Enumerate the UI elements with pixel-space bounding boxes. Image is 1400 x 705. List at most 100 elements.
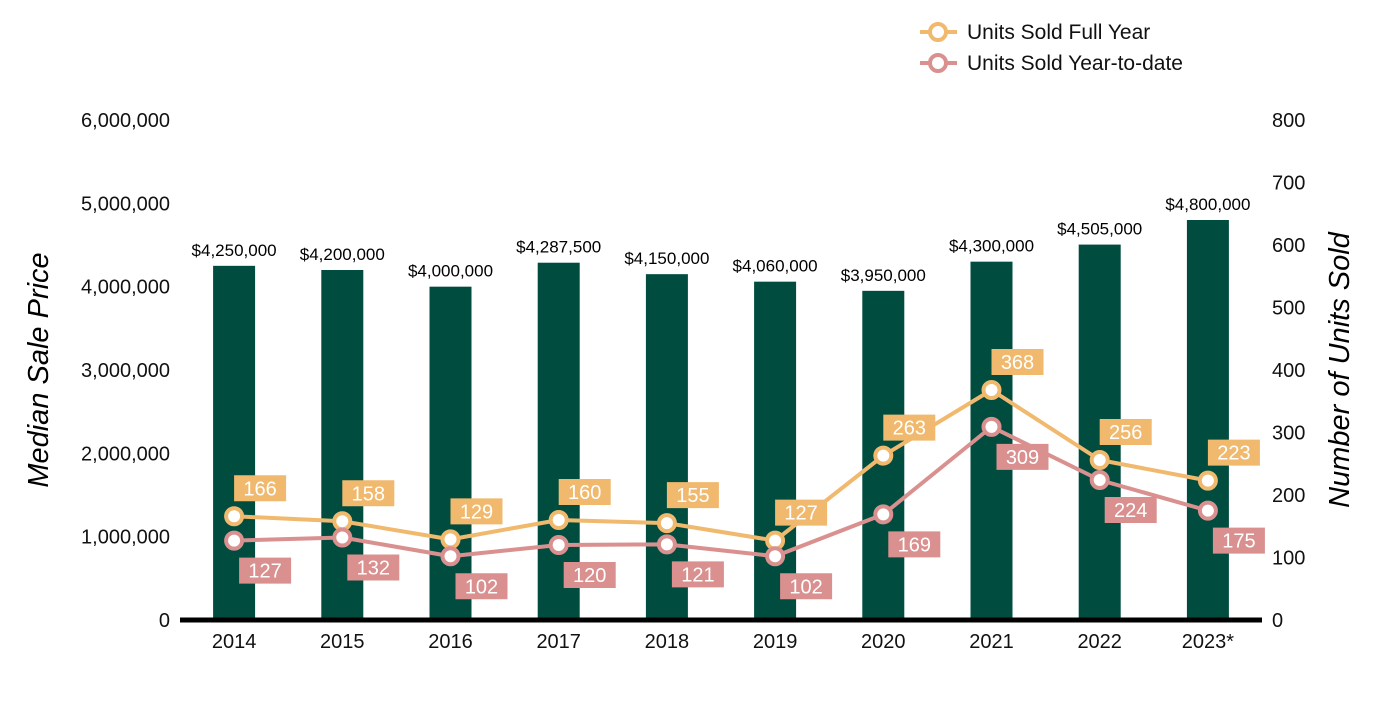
y-tick-label: 4,000,000	[81, 277, 170, 299]
y2-axis-title: Number of Units Sold	[1324, 231, 1356, 507]
full-year-value-label-box	[558, 479, 611, 505]
full-year-value-label-box	[666, 482, 719, 509]
y-tick-label: 2,000,000	[81, 443, 170, 465]
full-year-value-label-box	[1099, 419, 1152, 445]
y2-tick-label: 200	[1272, 485, 1305, 507]
series-point-0	[873, 445, 894, 466]
full-year-value-label-box	[883, 414, 936, 441]
series-point-1	[1089, 470, 1110, 490]
bar-value-label: $3,950,000	[841, 266, 926, 285]
x-tick-label: 2020	[861, 631, 906, 653]
bar-value-label: $4,200,000	[300, 245, 385, 264]
full-year-value-label: 129	[460, 501, 493, 523]
series-point-0	[224, 506, 245, 527]
full-year-value-label: 256	[1109, 422, 1142, 444]
series-point-1	[548, 535, 569, 555]
full-year-value-label-box	[450, 498, 503, 525]
x-tick-label: 2017	[536, 631, 581, 653]
bar-2019	[754, 281, 797, 620]
series-point-1	[873, 504, 894, 525]
bar-2016	[429, 286, 472, 620]
ytd-value-label-box	[780, 573, 833, 600]
ytd-value-label: 127	[248, 561, 281, 583]
series-point-1	[440, 546, 461, 567]
y-tick-label: 5,000,000	[81, 193, 170, 215]
y-tick-label: 1,000,000	[81, 527, 170, 549]
ytd-value-label: 309	[1006, 447, 1039, 469]
y2-tick-label: 0	[1272, 610, 1283, 632]
series-point-0	[765, 530, 786, 551]
ytd-value-label-box	[563, 562, 616, 588]
series-line-0	[234, 388, 1209, 543]
x-tick-label: 2016	[428, 631, 473, 653]
series-point-1	[332, 527, 353, 548]
ytd-value-label-box	[1212, 527, 1265, 554]
full-year-value-label: 263	[893, 418, 926, 440]
series-point-0	[1089, 450, 1110, 470]
bar-value-label: $4,287,500	[516, 238, 601, 257]
series-point-1	[981, 416, 1002, 437]
full-year-value-label: 160	[568, 482, 601, 504]
series-point-0	[548, 510, 569, 530]
y2-tick-label: 800	[1272, 110, 1305, 132]
full-year-value-label-box	[342, 480, 395, 507]
legend-label: Units Sold Full Year	[967, 21, 1150, 44]
x-tick-label: 2014	[212, 631, 257, 653]
legend-swatch-marker	[928, 22, 948, 42]
series-point-0	[440, 529, 461, 550]
x-tick-label: 2018	[645, 631, 690, 653]
ytd-value-label: 169	[898, 534, 931, 556]
x-tick-label: 2023*	[1182, 631, 1234, 653]
bar-2017	[537, 262, 580, 620]
bar-value-label: $4,060,000	[733, 257, 818, 276]
y2-tick-label: 600	[1272, 235, 1305, 257]
bar-value-label: $4,000,000	[408, 262, 493, 281]
x-tick-label: 2021	[969, 631, 1014, 653]
y2-tick-label: 400	[1272, 360, 1305, 382]
y-axis-title: Median Sale Price	[23, 252, 55, 487]
ytd-value-label: 121	[681, 564, 714, 586]
series-point-0	[332, 511, 353, 532]
ytd-value-label: 224	[1114, 500, 1147, 522]
series-point-0	[981, 380, 1002, 400]
series-point-0	[1197, 470, 1218, 491]
bar-value-label: $4,250,000	[192, 241, 277, 260]
ytd-value-label-box	[239, 557, 292, 584]
ytd-value-label-box	[347, 554, 400, 581]
ytd-value-label-box	[455, 573, 508, 600]
y-tick-label: 6,000,000	[81, 110, 170, 132]
full-year-value-label: 223	[1217, 443, 1250, 465]
series-point-1	[1197, 500, 1218, 521]
full-year-value-label: 166	[243, 478, 276, 500]
bar-2023*	[1186, 220, 1229, 620]
bar-2021	[970, 261, 1013, 620]
ytd-value-label: 175	[1222, 531, 1255, 553]
ytd-value-label: 132	[357, 558, 390, 580]
series-point-1	[656, 534, 677, 555]
ytd-value-label: 102	[789, 576, 822, 598]
ytd-value-label-box	[671, 561, 724, 588]
ytd-value-label-box	[1104, 497, 1157, 523]
full-year-value-label: 368	[1001, 352, 1034, 374]
full-year-value-label-box	[234, 475, 287, 502]
x-tick-label: 2022	[1077, 631, 1122, 653]
legend-swatch-marker	[928, 53, 948, 73]
full-year-value-label-box	[991, 349, 1044, 375]
x-tick-label: 2019	[753, 631, 798, 653]
y2-tick-label: 100	[1272, 548, 1305, 570]
full-year-value-label: 158	[352, 483, 385, 505]
ytd-value-label-box	[996, 443, 1049, 470]
full-year-value-label-box	[1207, 439, 1260, 466]
bar-value-label: $4,300,000	[949, 237, 1034, 256]
y-tick-label: 0	[159, 610, 170, 632]
y2-tick-label: 700	[1272, 173, 1305, 195]
y2-tick-label: 500	[1272, 298, 1305, 320]
ytd-value-label-box	[888, 531, 941, 558]
bar-value-label: $4,150,000	[624, 249, 709, 268]
y2-tick-label: 300	[1272, 423, 1305, 445]
series-point-1	[224, 530, 245, 551]
bar-value-label: $4,800,000	[1165, 195, 1250, 214]
ytd-value-label: 102	[465, 576, 498, 598]
